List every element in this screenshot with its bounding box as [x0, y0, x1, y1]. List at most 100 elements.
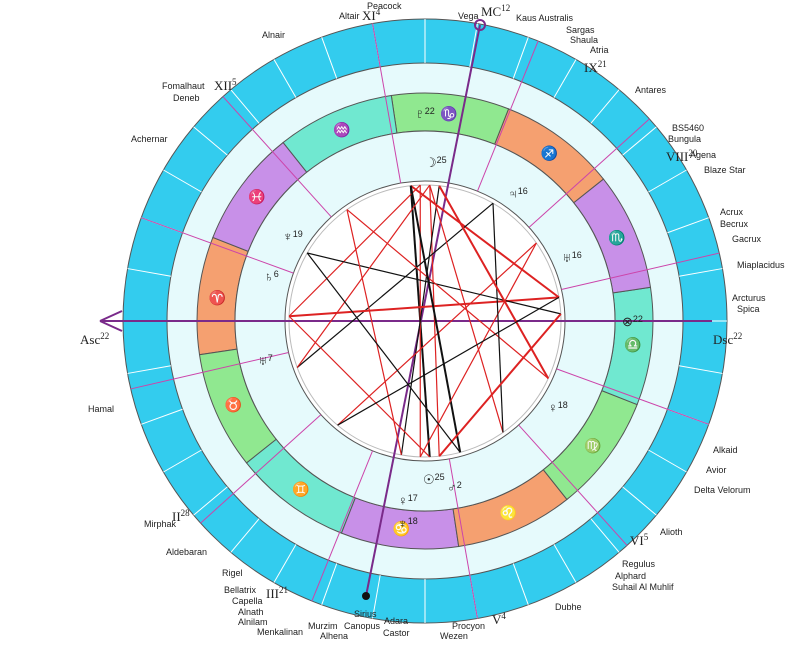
ring-tick	[163, 449, 202, 473]
star: Acrux	[720, 207, 744, 217]
star: Alkaid	[713, 445, 738, 455]
house-name: MC	[481, 4, 501, 19]
ring-tick	[648, 449, 687, 473]
aspect-line	[306, 252, 461, 453]
star: Deneb	[173, 93, 200, 103]
house-degree: 22	[100, 331, 109, 341]
planet: ♄6	[264, 269, 279, 284]
house-degree: 21	[279, 585, 288, 595]
planet-part: ♃	[508, 186, 518, 201]
star: Altair	[339, 11, 360, 21]
ring-tick	[622, 486, 657, 516]
star: Menkalinan	[257, 627, 303, 637]
house-label: II28	[172, 508, 190, 524]
star: Bungula	[668, 134, 701, 144]
star: Achernar	[131, 134, 168, 144]
ring-tick	[141, 408, 183, 425]
ring-tick	[553, 59, 577, 98]
planet-part: ♆	[398, 516, 408, 531]
ring-tick	[127, 268, 172, 277]
sign-glyph: ♓	[248, 189, 265, 206]
house-name: VI	[630, 533, 644, 548]
sign-glyph: ♒	[333, 121, 350, 138]
planet-part: ☽	[425, 155, 437, 170]
ring-tick	[321, 37, 338, 79]
house-cusp	[561, 252, 720, 290]
star: Alioth	[660, 527, 683, 537]
planet-part: 22	[425, 106, 435, 116]
house-degree: 5	[232, 77, 237, 87]
planet-part: 25	[435, 472, 445, 482]
planet-part: ♂	[447, 480, 457, 495]
planet-part: 25	[437, 155, 447, 165]
aspect-line	[419, 242, 537, 458]
planet: ☉25	[423, 472, 445, 487]
planet-part: ♅	[258, 353, 268, 368]
house-degree: 5	[644, 532, 649, 542]
house-label: Asc22	[80, 331, 109, 347]
ring-tick	[553, 544, 577, 583]
planet-part: 6	[274, 269, 279, 279]
star: Gacrux	[732, 234, 762, 244]
star: Murzim	[308, 621, 338, 631]
house-degree: 28	[181, 508, 191, 518]
house-name: XII	[214, 78, 232, 93]
star: Dubhe	[555, 602, 582, 612]
star: Alnath	[238, 607, 264, 617]
ring-tick	[512, 37, 529, 79]
labels: Peacock Altair Vega Kaus Australis Sarga…	[80, 1, 785, 641]
aspect-line	[429, 185, 440, 457]
sign-glyph: ♐	[541, 145, 558, 162]
star: Capella	[232, 596, 263, 606]
star: Spica	[737, 304, 760, 314]
aspect-line	[337, 296, 560, 426]
ring-tick	[127, 365, 172, 374]
star: Aldebaran	[166, 547, 207, 557]
wheel: ♈ ♉ ♊ ♋ ♌ ♍ ♎ ♏ ♐ ♑ ♒ ♓	[99, 18, 728, 624]
ring-tick	[273, 544, 297, 583]
star: BS5460	[672, 123, 704, 133]
ring-tick	[193, 486, 228, 516]
house-label: MC12	[481, 3, 510, 19]
planet: ♅16	[562, 250, 582, 265]
house-degree: 21	[598, 59, 607, 69]
planet-part: 16	[518, 186, 528, 196]
ring-tick	[590, 518, 620, 553]
planet: ♃16	[508, 186, 528, 201]
house-cusp	[476, 40, 539, 192]
house-name: Dsc	[713, 332, 733, 347]
mc-axis	[365, 24, 481, 597]
star: Fomalhaut	[162, 81, 205, 91]
aspect-line	[438, 313, 562, 457]
star: Alnilam	[238, 617, 268, 627]
aspect-line	[409, 185, 462, 453]
aspect-line	[429, 184, 504, 433]
star: Sargas	[566, 25, 595, 35]
asc-arrow	[99, 310, 123, 332]
planet-part: 19	[293, 229, 303, 239]
aspect-line	[346, 209, 549, 379]
star: Canopus	[344, 621, 381, 631]
star: Sirius	[354, 609, 377, 619]
aspect-line	[296, 184, 431, 368]
ring-tick	[372, 574, 381, 619]
aspect-line	[438, 185, 550, 379]
star: Kaus Australis	[516, 13, 574, 23]
ring-tick	[512, 563, 529, 605]
planet-part: 2	[457, 480, 462, 490]
planet-part: 17	[408, 493, 418, 503]
planet: ♆19	[283, 229, 303, 244]
star: Mirphak	[144, 519, 177, 529]
planet: ☽25	[425, 155, 447, 170]
house-label: V4	[492, 611, 506, 627]
aspect-line	[307, 252, 561, 315]
planet: ♂2	[447, 480, 462, 495]
planet: ♇22	[415, 106, 435, 121]
star: Peacock	[367, 1, 402, 11]
house-cusp	[528, 118, 650, 228]
ring-tick	[678, 268, 723, 277]
house-name: V	[492, 612, 502, 627]
house-cusp	[222, 96, 332, 218]
house-name: XI	[362, 8, 376, 23]
